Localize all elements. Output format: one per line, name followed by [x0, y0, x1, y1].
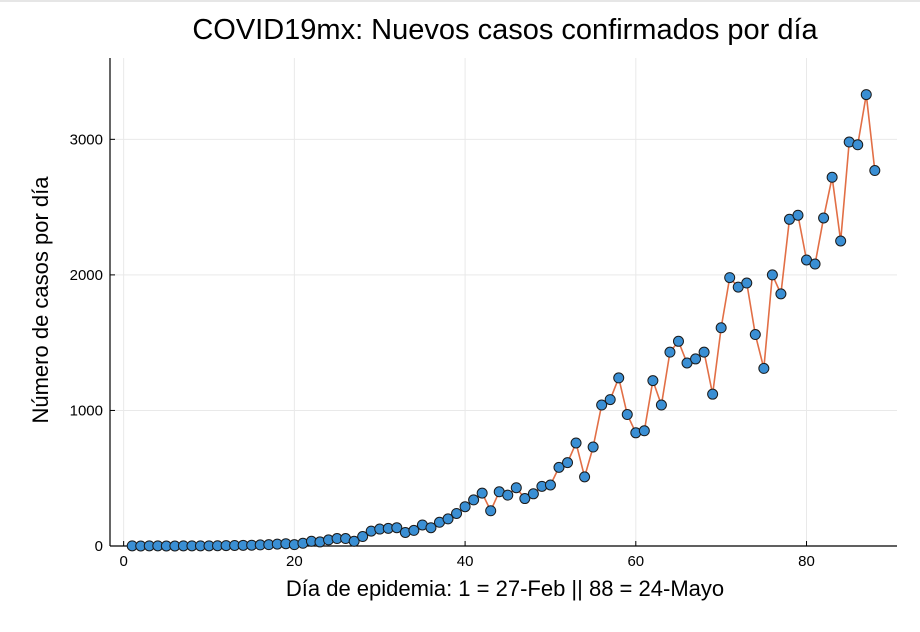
data-point: [425, 522, 437, 534]
series-cases: [126, 89, 881, 552]
data-point: [502, 489, 514, 501]
data-point: [792, 209, 804, 221]
x-tick-label: 80: [798, 553, 815, 570]
data-point: [604, 394, 616, 406]
data-point: [357, 531, 369, 543]
data-point: [809, 258, 821, 270]
y-tick-label: 3000: [70, 131, 103, 148]
data-point: [698, 346, 710, 358]
y-tick-label: 2000: [70, 267, 103, 284]
data-point: [476, 487, 488, 499]
data-point: [519, 493, 531, 505]
data-point: [587, 441, 599, 453]
data-point: [553, 461, 565, 473]
x-tick-label: 0: [119, 553, 127, 570]
grid-lines: [110, 58, 897, 546]
x-axis-label: Día de epidemia: 1 = 27-Feb || 88 = 24-M…: [286, 576, 724, 601]
x-tick-label: 20: [286, 553, 303, 570]
tick-labels: 0 20 40 60 80 0 1000 2000 3000: [70, 131, 815, 570]
data-point: [818, 212, 830, 224]
data-point: [527, 488, 539, 500]
data-point: [766, 269, 778, 281]
data-point: [835, 235, 847, 247]
data-point: [852, 139, 864, 151]
data-point: [690, 353, 702, 365]
data-point: [749, 329, 761, 341]
data-point: [348, 535, 360, 547]
data-point: [860, 89, 872, 101]
data-point: [638, 425, 650, 437]
data-point: [775, 288, 787, 300]
data-point: [613, 372, 625, 384]
data-point: [826, 171, 838, 183]
data-point: [664, 346, 676, 358]
data-point: [510, 482, 522, 494]
data-point: [562, 457, 574, 469]
data-point: [741, 277, 753, 289]
series-line: [132, 94, 876, 547]
data-point: [596, 399, 608, 411]
axes: [109, 58, 897, 547]
chart-title: COVID19mx: Nuevos casos confirmados por …: [192, 14, 818, 46]
data-point: [451, 507, 463, 519]
data-point: [707, 388, 719, 400]
top-border: [0, 0, 920, 2]
data-point: [647, 375, 659, 387]
data-point: [579, 471, 591, 483]
data-point: [758, 362, 770, 374]
data-point: [485, 505, 497, 517]
x-tick-label: 40: [457, 553, 474, 570]
data-point: [672, 335, 684, 347]
y-tick-label: 1000: [70, 402, 103, 419]
y-axis-label: Número de casos por día: [28, 176, 53, 424]
data-point: [715, 322, 727, 334]
data-point: [655, 399, 667, 411]
data-point: [442, 513, 454, 525]
y-tick-label: 0: [95, 538, 103, 555]
data-point: [869, 165, 881, 177]
x-tick-label: 60: [627, 553, 644, 570]
data-point: [724, 272, 736, 284]
data-point: [408, 524, 420, 536]
data-point: [544, 479, 556, 491]
data-point: [570, 437, 582, 449]
data-point: [391, 522, 403, 534]
data-point: [621, 409, 633, 421]
data-point: [459, 501, 471, 513]
data-point: [468, 494, 480, 506]
